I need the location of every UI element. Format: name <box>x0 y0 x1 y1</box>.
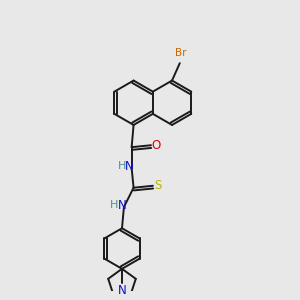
Text: H: H <box>118 161 126 172</box>
Text: H: H <box>110 200 118 210</box>
Text: O: O <box>151 139 160 152</box>
Text: S: S <box>154 179 161 192</box>
Text: N: N <box>125 160 134 173</box>
Text: N: N <box>118 284 126 297</box>
Text: N: N <box>118 199 126 212</box>
Text: Br: Br <box>175 48 187 58</box>
